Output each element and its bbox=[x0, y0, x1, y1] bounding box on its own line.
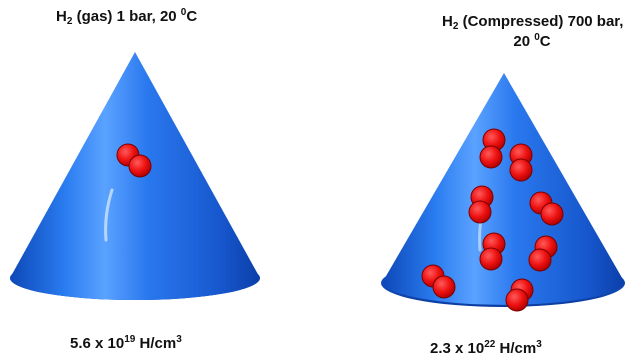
right-title-line2: 20 0C bbox=[442, 33, 622, 51]
left-title: H2 (gas) 1 bar, 20 0C bbox=[56, 7, 198, 27]
left-cone bbox=[10, 52, 260, 300]
right-h-atom bbox=[479, 247, 503, 271]
left-density-unit-exponent: 3 bbox=[176, 334, 182, 345]
right-h2-molecule bbox=[479, 128, 506, 169]
left-cone-highlight bbox=[104, 188, 114, 242]
left-density-exponent: 19 bbox=[124, 334, 136, 345]
right-density-mantissa: 2.3 x 10 bbox=[430, 340, 485, 357]
right-h-atom bbox=[540, 202, 564, 226]
right-title-species-subscript: 2 bbox=[452, 21, 459, 32]
left-molecule-group bbox=[116, 143, 152, 178]
right-title: H2 (Compressed) 700 bar, 20 0C bbox=[442, 13, 624, 51]
right-title-condition: (Compressed) 700 bar, bbox=[458, 13, 624, 30]
right-h2-molecule bbox=[505, 278, 534, 312]
left-title-unit: C bbox=[186, 8, 198, 25]
right-h-atom bbox=[528, 248, 552, 272]
left-density: 5.6 x 1019 H/cm3 bbox=[70, 335, 182, 353]
right-density-unit: H/cm bbox=[495, 340, 537, 357]
right-title-unit: C bbox=[539, 33, 551, 50]
right-density-unit-exponent: 3 bbox=[536, 339, 542, 350]
right-cone-body bbox=[382, 73, 625, 305]
right-density: 2.3 x 1022 H/cm3 bbox=[430, 340, 542, 358]
left-h2-molecule bbox=[116, 143, 152, 178]
right-h-atom bbox=[505, 288, 529, 312]
right-cone bbox=[381, 73, 625, 312]
left-h-atom bbox=[128, 154, 152, 178]
left-title-species: H bbox=[56, 8, 67, 25]
right-h2-molecule bbox=[509, 143, 533, 182]
right-h-atom bbox=[509, 158, 533, 182]
right-h2-molecule bbox=[479, 232, 506, 271]
right-h2-molecule bbox=[529, 191, 564, 226]
right-h2-molecule bbox=[528, 235, 558, 272]
left-title-species-subscript: 2 bbox=[66, 16, 73, 27]
right-title-species: H bbox=[442, 13, 453, 30]
left-density-mantissa: 5.6 x 10 bbox=[70, 335, 125, 352]
left-title-degree: 0 bbox=[180, 7, 187, 18]
right-h-atom bbox=[432, 275, 456, 299]
right-title-temperature: 20 bbox=[513, 33, 535, 50]
right-molecule-group bbox=[421, 128, 564, 312]
left-density-unit: H/cm bbox=[135, 335, 177, 352]
right-h-atom bbox=[468, 200, 492, 224]
right-h-atom bbox=[479, 145, 503, 169]
right-h2-molecule bbox=[421, 264, 456, 299]
right-title-degree: 0 bbox=[534, 32, 540, 43]
right-density-exponent: 22 bbox=[484, 339, 496, 350]
right-h2-molecule bbox=[468, 185, 494, 224]
left-title-condition: (gas) 1 bar, 20 bbox=[72, 8, 181, 25]
